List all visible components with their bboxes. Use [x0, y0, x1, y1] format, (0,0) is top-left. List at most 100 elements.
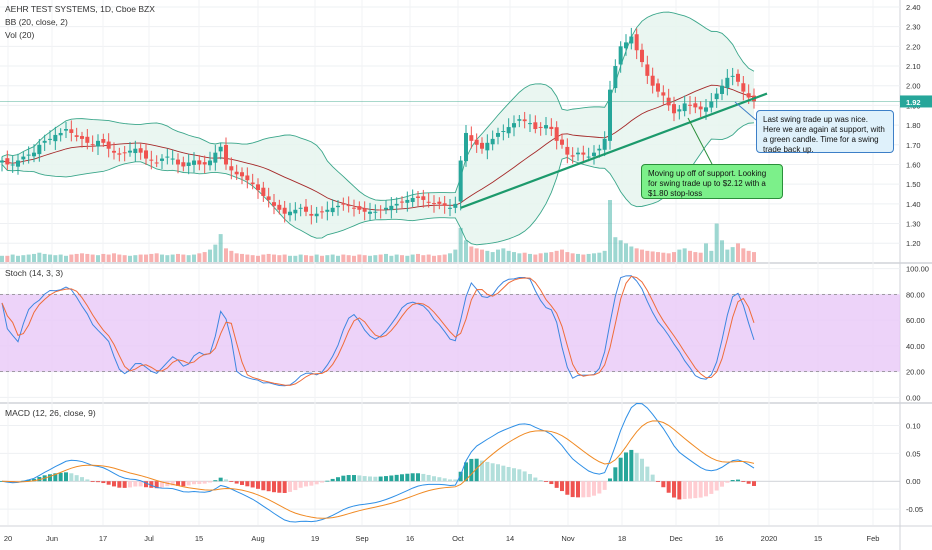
volume-bar: [378, 254, 383, 262]
macd-histogram-bar: [288, 481, 292, 492]
support-annotation[interactable]: Last swing trade up was nice. Here we ar…: [756, 110, 894, 154]
macd-histogram-bar: [352, 475, 356, 482]
candle-body: [208, 160, 212, 166]
candle-body: [405, 199, 410, 203]
candle-body: [330, 207, 335, 213]
candle-body: [181, 162, 186, 167]
macd-histogram-bar: [277, 481, 282, 493]
macd-histogram-bar: [368, 476, 372, 482]
volume-bar: [549, 252, 554, 262]
macd-histogram-bar: [330, 478, 335, 482]
candle-body: [48, 138, 52, 140]
candle-body: [426, 201, 431, 203]
volume-bar: [602, 250, 607, 262]
candle-body: [496, 132, 500, 137]
macd-histogram-bar: [138, 481, 143, 487]
candle-body: [192, 160, 196, 165]
macd-histogram-bar: [320, 481, 324, 483]
volume-bar: [480, 249, 484, 262]
candle-body: [314, 213, 319, 217]
volume-bar: [618, 240, 623, 262]
macd-histogram-bar: [384, 476, 388, 482]
macd-histogram-bar: [224, 479, 228, 482]
macd-histogram-bar: [565, 481, 570, 495]
candle-body: [512, 123, 516, 128]
macd-histogram-bar: [80, 477, 84, 482]
candle-body: [629, 36, 634, 44]
macd-histogram-bar: [245, 481, 250, 487]
volume-bar: [730, 247, 735, 262]
stoch-k-line: [1, 275, 755, 387]
volume-bar: [64, 255, 68, 262]
candle-body: [101, 139, 106, 143]
volume-bar: [101, 253, 106, 262]
macd-histogram-bar: [522, 471, 527, 482]
macd-histogram-bar: [304, 481, 308, 487]
volume-bar: [698, 252, 703, 262]
candle-body: [490, 138, 495, 145]
candle-body: [533, 122, 538, 130]
volume-bar: [90, 254, 95, 262]
volume-bar: [464, 240, 468, 262]
volume-bar: [69, 254, 74, 262]
candle-body: [0, 160, 4, 163]
candle-body: [74, 135, 79, 137]
candle-body: [138, 148, 143, 153]
price-tick-label: 1.20: [906, 239, 921, 248]
macd-histogram-bar: [416, 473, 420, 482]
volume-bar: [554, 250, 559, 262]
volume-bar: [544, 252, 548, 262]
candle-body: [736, 73, 740, 82]
time-tick-label: 15: [195, 534, 203, 543]
volume-bar: [512, 252, 516, 262]
macd-histogram-bar: [704, 481, 708, 497]
candle-body: [704, 107, 708, 112]
volume-bar: [181, 254, 186, 262]
volume-bar: [688, 250, 692, 262]
volume-bar: [442, 254, 447, 262]
candle-body: [501, 131, 506, 133]
volume-bar: [325, 255, 330, 262]
volume-bar: [48, 254, 52, 262]
candle-body: [80, 136, 84, 139]
macd-histogram-bar: [442, 478, 447, 482]
macd-histogram-bar: [53, 473, 58, 482]
candle-body: [346, 205, 351, 207]
volume-bar: [522, 252, 527, 262]
volume-bar: [373, 255, 378, 262]
volume-bar: [250, 255, 255, 262]
macd-histogram-bar: [602, 481, 607, 490]
candle-body: [597, 148, 602, 151]
macd-histogram-bar: [58, 472, 63, 482]
candle-body: [106, 141, 111, 149]
candle-body: [58, 132, 63, 136]
candle-body: [421, 196, 426, 200]
macd-histogram-bar: [64, 472, 68, 482]
macd-histogram-bar: [581, 481, 586, 498]
macd-histogram-bar: [528, 474, 532, 482]
volume-bar: [560, 249, 564, 262]
volume-bar: [704, 243, 708, 262]
macd-histogram-bar: [133, 481, 138, 487]
macd-histogram-bar: [517, 469, 522, 482]
bb-legend: BB (20, close, 2): [5, 17, 68, 27]
bollinger-upper: [1, 11, 755, 201]
macd-histogram-bar: [32, 478, 36, 482]
volume-bar: [277, 255, 282, 262]
volume-bar: [336, 255, 340, 262]
candle-body: [357, 206, 362, 210]
macd-histogram-bar: [389, 475, 394, 482]
macd-histogram-bar: [400, 474, 404, 482]
swing-trade-annotation[interactable]: Moving up off of support. Looking for sw…: [641, 164, 783, 199]
volume-bar: [213, 244, 218, 262]
macd-histogram-bar: [373, 476, 378, 482]
macd-histogram-bar: [714, 481, 719, 491]
volume-bar: [592, 253, 596, 262]
candle-body: [16, 160, 20, 167]
price-tick-label: 2.10: [906, 62, 921, 71]
volume-bar: [261, 254, 266, 262]
macd-histogram-bar: [677, 481, 682, 500]
macd-tick-label: -0.05: [906, 505, 923, 514]
macd-histogram-bar: [666, 481, 671, 493]
